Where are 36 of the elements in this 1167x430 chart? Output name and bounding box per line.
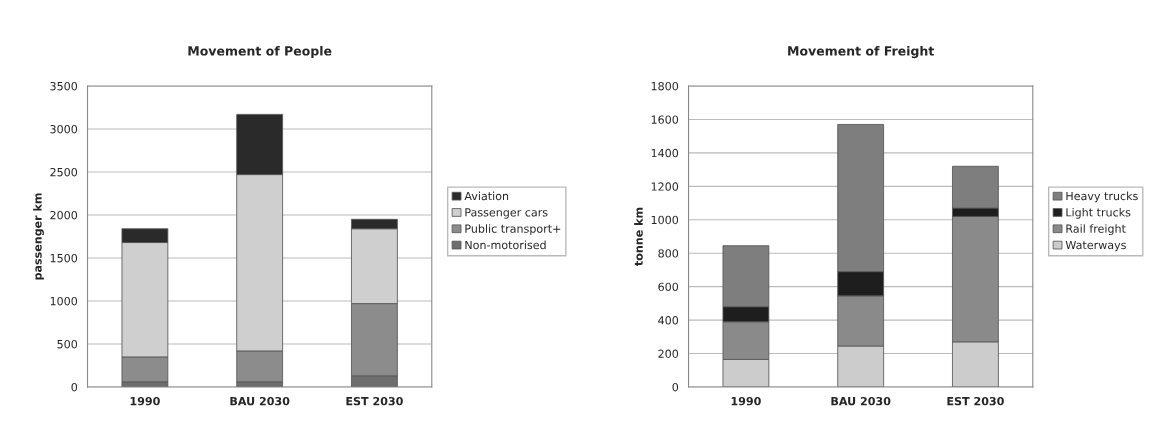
x-tick-label: BAU 2030 [230, 396, 290, 406]
y-axis-title: passenger km [33, 193, 44, 280]
legend-label: Public transport+ [465, 224, 561, 235]
x-tick-label: EST 2030 [346, 396, 403, 406]
x-tick-label: BAU 2030 [831, 396, 891, 406]
y-tick-label: 800 [658, 249, 679, 258]
y-tick-label: 400 [658, 316, 679, 325]
chart-title: Movement of People [188, 45, 332, 59]
y-tick-label: 0 [71, 382, 78, 392]
x-tick-label: EST 2030 [947, 396, 1004, 406]
y-tick-label: 500 [57, 339, 78, 349]
y-tick-label: 600 [658, 282, 679, 292]
legend-label: Waterways [1065, 240, 1126, 252]
legend-label: Heavy trucks [1066, 191, 1138, 203]
y-tick-label: 1000 [50, 296, 78, 306]
y-tick-label: 0 [672, 382, 679, 392]
chart-title: Movement of Freight [788, 45, 934, 59]
legend-label: Rail freight [1066, 224, 1126, 235]
legend-label: Non-motorised [465, 240, 546, 250]
legend-label: Aviation [464, 191, 509, 201]
x-tick-label: 1990 [130, 396, 160, 406]
y-tick-label: 1000 [651, 215, 679, 225]
y-tick-label: 3500 [50, 81, 78, 91]
y-tick-label: 1500 [50, 253, 78, 263]
y-tick-label: 1200 [651, 182, 679, 191]
x-tick-label: 1990 [731, 396, 761, 406]
y-tick-label: 1800 [651, 81, 679, 91]
y-tick-label: 2000 [50, 210, 78, 220]
y-tick-label: 3000 [50, 124, 78, 134]
legend-label: Light trucks [1066, 207, 1131, 219]
legend-label: Passenger cars [465, 208, 548, 219]
y-axis-title: tonne km [634, 207, 643, 266]
y-tick-label: 1400 [651, 148, 679, 158]
y-tick-label: 200 [658, 349, 679, 358]
y-tick-label: 2500 [50, 167, 78, 177]
y-tick-label: 1600 [651, 115, 679, 124]
